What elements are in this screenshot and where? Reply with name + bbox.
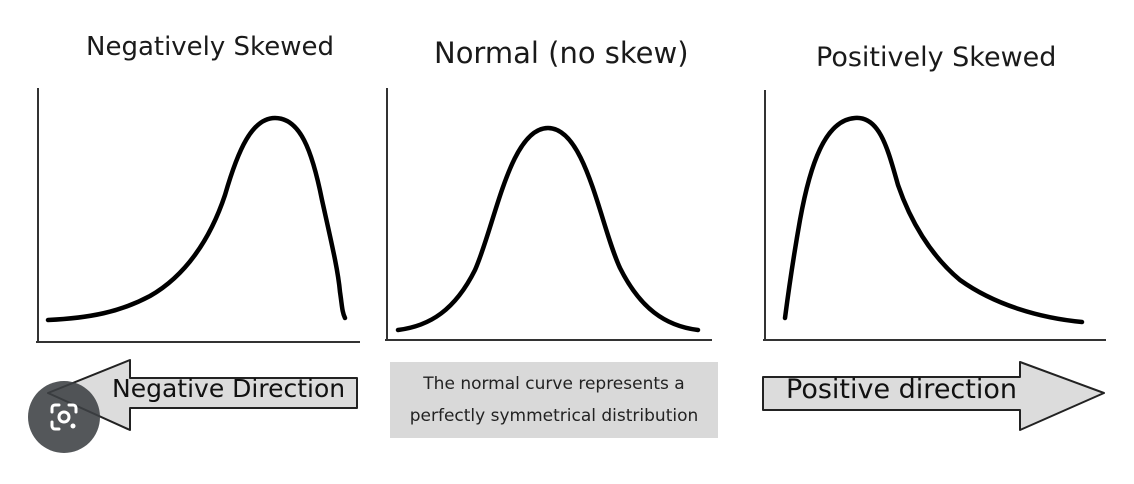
positive-skew-curve — [782, 115, 1085, 325]
negative-panel-axes — [36, 88, 360, 343]
normal-curve — [395, 125, 701, 333]
title-negatively-skewed: Negatively Skewed — [86, 32, 334, 62]
normal-panel-axes — [385, 88, 712, 341]
title-normal: Normal (no skew) — [434, 36, 689, 70]
title-positively-skewed: Positively Skewed — [816, 42, 1057, 73]
negative-skew-curve — [45, 115, 348, 323]
negative-direction-label: Negative Direction — [112, 374, 346, 403]
positive-direction-arrow — [762, 361, 1105, 431]
google-lens-icon — [50, 403, 78, 431]
positive-direction-label: Positive direction — [786, 374, 1017, 405]
lens-search-button[interactable] — [28, 381, 100, 453]
normal-curve-note: The normal curve represents a perfectly … — [390, 362, 718, 438]
note-line-1: The normal curve represents a — [423, 374, 685, 394]
positive-panel-axes — [763, 90, 1106, 341]
note-line-2: perfectly symmetrical distribution — [409, 406, 699, 426]
